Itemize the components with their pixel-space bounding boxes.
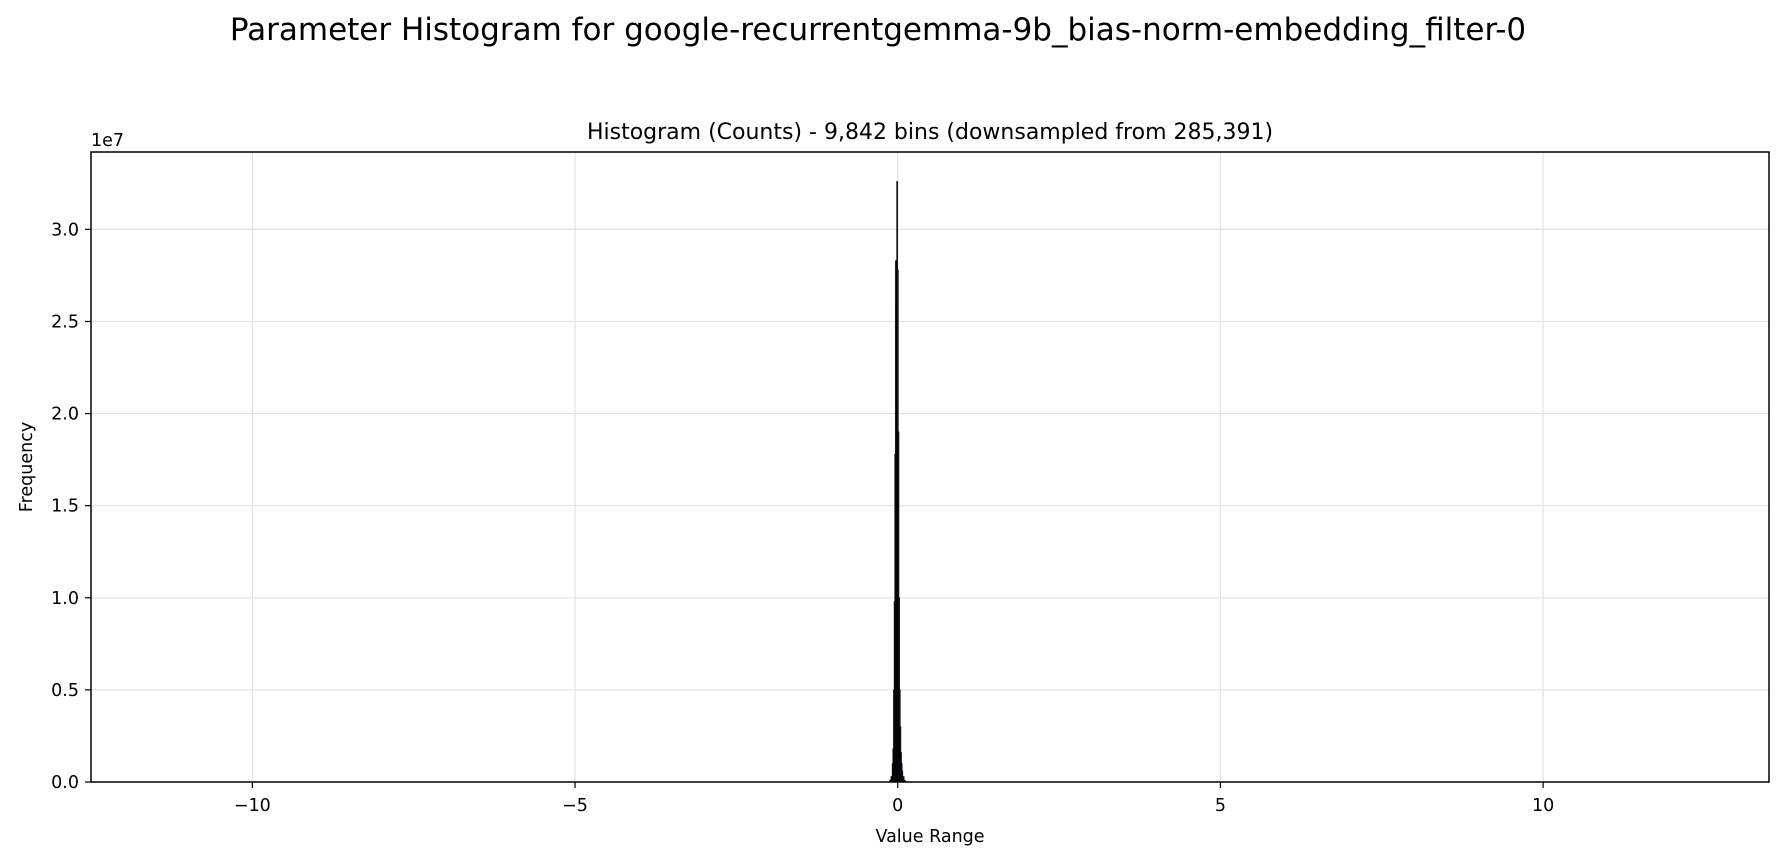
x-tick-label: −5 [562, 796, 588, 816]
y-tick-label: 3.0 [51, 220, 79, 240]
histogram-bar [902, 776, 905, 783]
figure-suptitle: Parameter Histogram for google-recurrent… [230, 12, 1526, 48]
x-axis-label: Value Range [875, 827, 984, 847]
y-tick-label: 0.0 [51, 773, 79, 793]
histogram-bar [901, 770, 904, 783]
plot-frame [90, 151, 1770, 783]
y-offset-label: 1e7 [91, 131, 124, 151]
x-tick-label: 0 [892, 796, 903, 816]
y-axis-label: Frequency [17, 422, 37, 512]
histogram-bar [890, 776, 893, 783]
axes-title: Histogram (Counts) - 9,842 bins (downsam… [587, 120, 1273, 145]
y-tick-label: 1.0 [51, 589, 79, 609]
x-tick-label: −10 [234, 796, 271, 816]
histogram-bars [889, 181, 906, 783]
y-tick-label: 2.0 [51, 405, 79, 425]
x-axis-ticks: −10 −5 0 5 10 [234, 782, 1554, 816]
y-tick-label: 1.5 [51, 497, 79, 517]
y-tick-label: 0.5 [51, 681, 79, 701]
y-tick-label: 2.5 [51, 312, 79, 332]
grid-lines [91, 152, 1769, 782]
x-tick-label: 5 [1215, 796, 1226, 816]
y-axis-ticks: 0.0 0.5 1.0 1.5 2.0 2.5 3.0 [51, 220, 91, 793]
x-tick-label: 10 [1532, 796, 1554, 816]
